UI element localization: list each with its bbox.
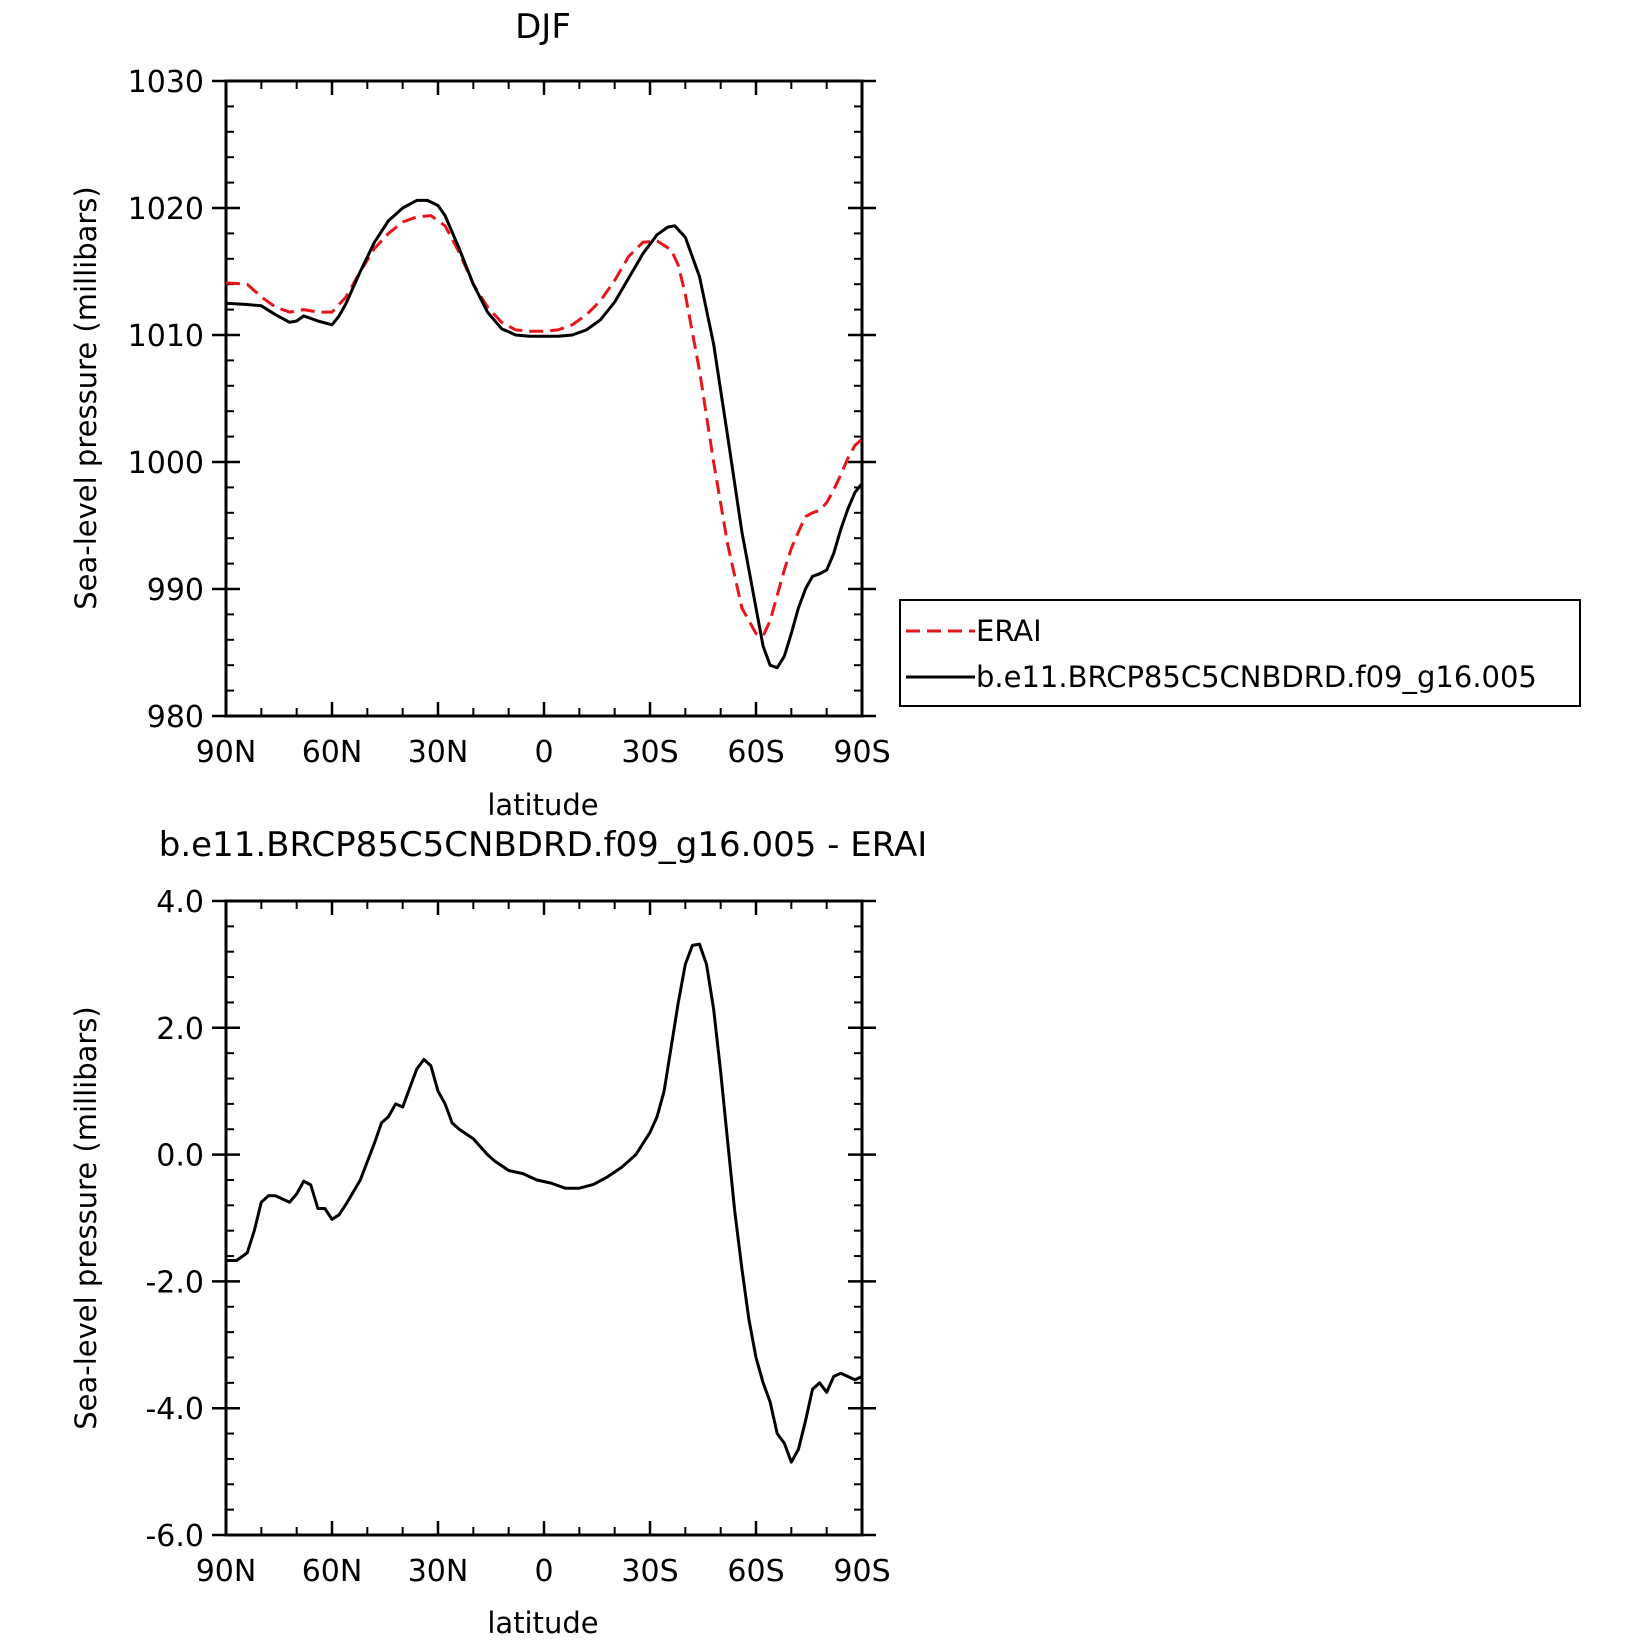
y-tick-label: -4.0 (145, 1392, 204, 1427)
top-y-axis-title: Sea-level pressure (millibars) (69, 186, 103, 609)
y-tick-label: 0.0 (156, 1139, 204, 1174)
top-plot-frame (224, 79, 864, 718)
top-panel-title: DJF (515, 7, 571, 47)
y-tick-label: 980 (147, 700, 204, 735)
legend-box (899, 599, 1581, 707)
x-tick-label: 90S (833, 1554, 890, 1589)
x-tick-label: 30N (408, 735, 469, 770)
top-panel: DJF 90N 60N 30N 0 30S 60S 90S10301020101010009… (69, 7, 891, 822)
y-tick-label: 1010 (128, 319, 204, 354)
x-tick-label: 60N (302, 1554, 363, 1589)
x-tick-label: 90N (196, 735, 257, 770)
bottom-panel-title: b.e11.BRCP85C5CNBDRD.f09_g16.005 - ERAI (159, 825, 928, 865)
x-tick-label: 60N (302, 735, 363, 770)
bottom-axis-ticks: 90N 60N 30N 0 30S 60S 90S 4.0 2.0 0.0 -2.0 -4.0 -6.0 (145, 885, 890, 1589)
x-tick-label: 30N (408, 1554, 469, 1589)
y-tick-label: 1000 (128, 446, 204, 481)
x-tick-label: 30S (621, 1554, 678, 1589)
y-tick-label: 2.0 (156, 1012, 204, 1047)
y-tick-label: -6.0 (145, 1519, 204, 1554)
x-tick-label: 90S (833, 735, 890, 770)
bottom-x-axis-title: latitude (487, 1606, 598, 1640)
x-tick-label: 30S (621, 735, 678, 770)
bottom-plot-frame (224, 899, 864, 1537)
y-tick-label: 4.0 (156, 885, 204, 920)
legend-label-erai: ERAI (976, 614, 1042, 648)
x-tick-label: 0 (534, 1554, 553, 1589)
x-tick-label: 90N (196, 1554, 257, 1589)
bottom-panel: b.e11.BRCP85C5CNBDRD.f09_g16.005 - ERAI … (69, 825, 927, 1640)
top-axis-ticks: 90N 60N 30N 0 30S 60S 90S 1030 1020 1010 1000 990 98… (128, 65, 891, 770)
x-tick-label: 60S (727, 1554, 784, 1589)
legend-label-model: b.e11.BRCP85C5CNBDRD.f09_g16.005 (976, 660, 1537, 694)
x-tick-label: 0 (534, 735, 553, 770)
x-tick-label: 60S (727, 735, 784, 770)
series-line-difference (226, 942, 863, 1464)
y-tick-label: 1030 (128, 65, 204, 100)
y-tick-label: 990 (147, 573, 204, 608)
top-series-group (225, 198, 864, 670)
series-line-erai (225, 214, 864, 638)
series-line-b-e11-brcp85c5cnbdrd-f09-g16-005 (225, 198, 864, 670)
bottom-series-group (226, 942, 863, 1464)
bottom-y-axis-title: Sea-level pressure (millibars) (69, 1006, 103, 1429)
y-tick-label: 1020 (128, 192, 204, 227)
legend: ERAI b.e11.BRCP85C5CNBDRD.f09_g16.005 (899, 599, 1581, 707)
y-tick-label: -2.0 (145, 1265, 204, 1300)
top-x-axis-title: latitude (487, 788, 598, 822)
